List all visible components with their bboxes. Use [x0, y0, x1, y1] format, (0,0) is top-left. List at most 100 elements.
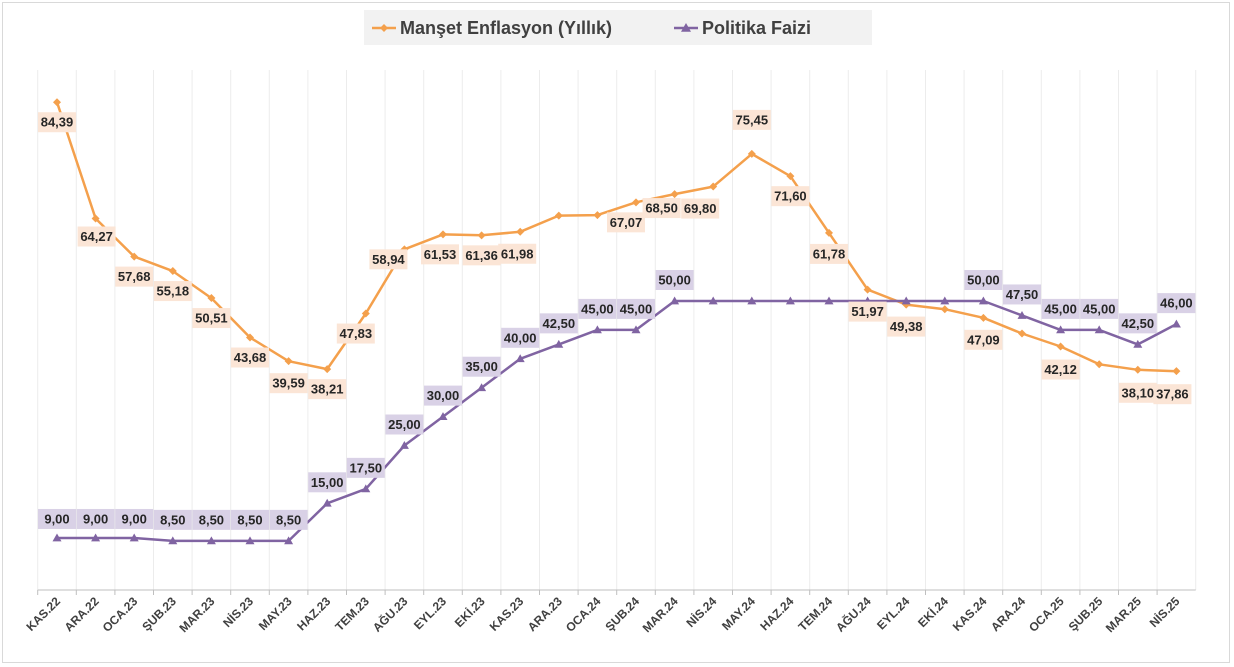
- data-point: [52, 533, 62, 542]
- data-point: [1133, 365, 1142, 374]
- data-label-bg: [1041, 298, 1080, 319]
- data-label: 61,53: [424, 247, 457, 262]
- data-label-bg: [655, 270, 694, 290]
- data-point: [130, 252, 139, 261]
- x-tick-label: KAS.22: [24, 594, 64, 634]
- x-tick-label: ARA.23: [525, 594, 565, 634]
- x-tick-label: ŞUB.25: [1066, 594, 1106, 634]
- data-label: 61,36: [465, 248, 498, 263]
- data-point: [979, 313, 988, 322]
- data-label-bg: [115, 266, 154, 287]
- data-label-bg: [1080, 298, 1119, 319]
- data-label: 50,00: [658, 273, 691, 288]
- x-tick-label: ARA.22: [62, 594, 102, 634]
- data-point: [709, 182, 718, 191]
- data-label-bg: [269, 373, 308, 394]
- data-point: [978, 296, 988, 305]
- data-label-bg: [964, 270, 1003, 290]
- data-point: [747, 296, 757, 305]
- data-label: 39,59: [272, 376, 305, 391]
- x-tick-label: OCA.24: [563, 594, 604, 635]
- data-label: 43,68: [234, 350, 267, 365]
- data-label-bg: [153, 509, 192, 530]
- x-tick-label: TEM.23: [332, 594, 372, 634]
- data-point: [1171, 319, 1181, 328]
- data-label-bg: [848, 301, 887, 322]
- data-point: [438, 412, 448, 420]
- data-label: 61,98: [501, 246, 534, 261]
- x-tick-label: AĞU.23: [369, 593, 410, 634]
- x-tick-label: MAY.23: [256, 594, 295, 633]
- data-point: [515, 354, 525, 363]
- data-point: [206, 536, 216, 545]
- data-label: 42,12: [1044, 362, 1077, 377]
- data-point: [168, 267, 177, 276]
- data-label: 9,00: [122, 511, 147, 526]
- data-label: 75,45: [736, 112, 769, 127]
- data-point: [246, 333, 254, 342]
- data-label-bg: [498, 243, 537, 264]
- data-label: 49,38: [890, 319, 923, 334]
- data-label-bg: [38, 508, 76, 529]
- data-label: 45,00: [1044, 301, 1077, 316]
- x-tick-label: ŞUB.23: [139, 594, 179, 634]
- data-label: 51,97: [851, 304, 884, 319]
- data-point: [708, 296, 718, 305]
- data-label: 47,50: [1006, 287, 1039, 302]
- data-label-bg: [964, 329, 1003, 350]
- legend-entry[interactable]: Manşet Enflasyon (Yıllık): [400, 18, 612, 38]
- data-point: [592, 325, 602, 334]
- data-label-bg: [771, 186, 810, 207]
- x-tick-label: NİS.23: [220, 593, 257, 630]
- data-point: [1133, 339, 1143, 348]
- data-label-bg: [1118, 313, 1157, 334]
- data-label-bg: [308, 379, 347, 400]
- data-point: [516, 227, 525, 236]
- data-label-bg: [539, 313, 578, 334]
- data-label-bg: [153, 281, 192, 302]
- data-label: 40,00: [504, 330, 537, 345]
- data-point: [439, 230, 447, 239]
- x-tick-label: EYL.23: [411, 594, 449, 632]
- data-point: [245, 536, 255, 545]
- data-label: 9,00: [83, 511, 108, 526]
- data-point: [53, 98, 61, 107]
- x-tick-label: AĞU.24: [832, 593, 873, 634]
- data-label-bg: [462, 356, 501, 377]
- data-label-bg: [308, 472, 347, 493]
- data-label: 42,50: [1122, 316, 1155, 331]
- data-point: [1095, 360, 1104, 369]
- data-label: 71,60: [774, 189, 807, 204]
- data-label: 47,09: [967, 332, 1000, 347]
- x-tick-label: MAR.23: [176, 594, 217, 635]
- data-label-bg: [38, 112, 76, 133]
- data-label: 8,50: [160, 512, 185, 527]
- data-point: [825, 228, 833, 237]
- x-tick-label: HAZ.24: [757, 594, 796, 633]
- data-point: [940, 305, 949, 314]
- data-point: [129, 533, 139, 542]
- data-point: [1056, 325, 1066, 334]
- legend[interactable]: Manşet Enflasyon (Yıllık) Politika Faizi: [364, 10, 872, 45]
- legend-entry[interactable]: Politika Faizi: [702, 18, 811, 38]
- data-label: 84,39: [41, 115, 74, 130]
- x-tick-label: MAY.24: [719, 594, 758, 633]
- data-label-bg: [192, 509, 231, 530]
- data-point: [284, 357, 293, 366]
- data-point: [91, 214, 100, 223]
- data-label-bg: [617, 298, 655, 319]
- data-point: [785, 296, 795, 305]
- diamond-icon: [380, 24, 388, 32]
- data-label-bg: [732, 109, 771, 130]
- data-label: 67,07: [610, 215, 643, 230]
- data-label: 45,00: [581, 301, 614, 316]
- data-label: 38,21: [311, 382, 344, 397]
- x-tick-label: OCA.23: [100, 594, 141, 635]
- data-point: [786, 172, 795, 181]
- data-label: 8,50: [276, 512, 301, 527]
- data-label: 9,00: [44, 511, 69, 526]
- data-label: 50,00: [967, 273, 1000, 288]
- data-point: [940, 296, 950, 305]
- data-point: [670, 296, 680, 305]
- gridlines: [37, 70, 1197, 590]
